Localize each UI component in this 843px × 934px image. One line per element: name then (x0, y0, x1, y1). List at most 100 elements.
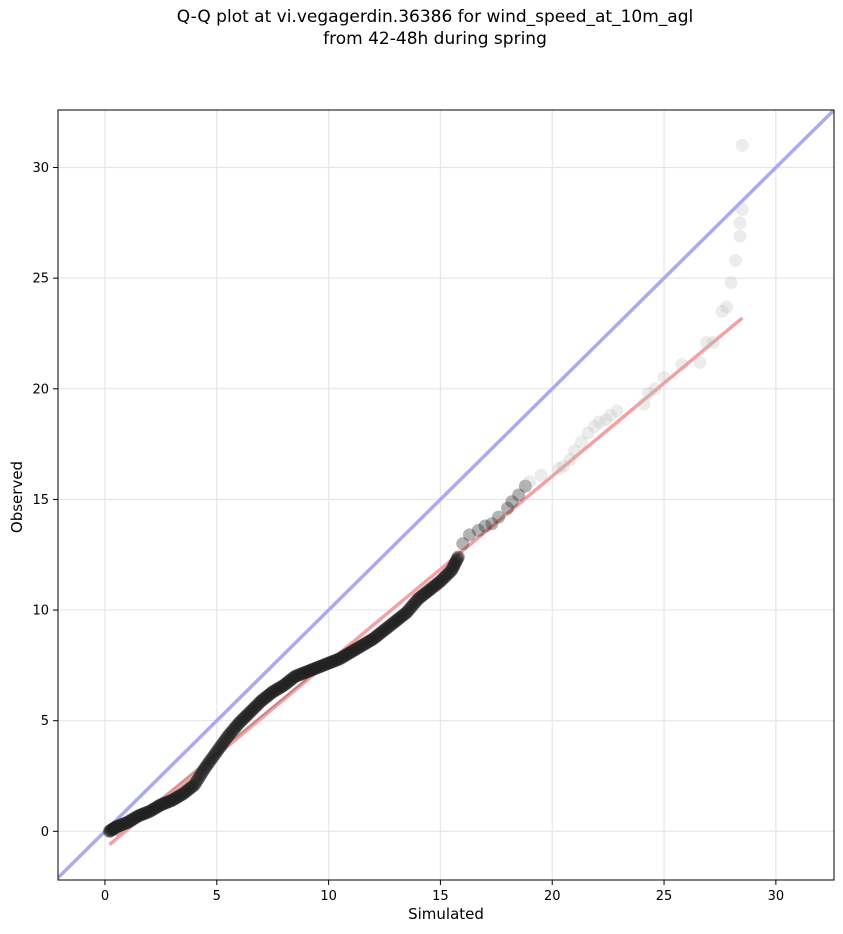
qq-point (329, 653, 343, 667)
qq-point (729, 253, 743, 267)
qq-point (196, 765, 210, 779)
qq-point (330, 653, 344, 667)
qq-point (462, 528, 476, 542)
qq-point (267, 684, 281, 698)
qq-point (169, 791, 183, 805)
qq-point (450, 552, 464, 566)
qq-point (373, 626, 387, 640)
qq-point (206, 750, 220, 764)
qq-point (415, 589, 429, 603)
qq-point (224, 726, 238, 740)
qq-point (440, 567, 454, 581)
qq-point (372, 627, 386, 641)
qq-point (248, 701, 262, 715)
qq-point (270, 682, 284, 696)
qq-point (194, 767, 208, 781)
qq-point (306, 662, 320, 676)
qq-point (154, 798, 168, 812)
qq-point (648, 382, 662, 396)
qq-point (592, 415, 606, 429)
qq-point (319, 657, 333, 671)
qq-point (211, 743, 225, 757)
qq-point (210, 745, 224, 759)
qq-point (706, 335, 720, 349)
x-tick-label: 10 (320, 889, 337, 904)
qq-point (243, 705, 257, 719)
qq-point (118, 817, 132, 831)
qq-point (391, 612, 405, 626)
qq-point (116, 817, 130, 831)
qq-point (675, 357, 689, 371)
qq-point (451, 550, 465, 564)
qq-point (354, 639, 368, 653)
x-tick-label: 5 (213, 889, 221, 904)
qq-point (137, 807, 151, 821)
qq-point (282, 674, 296, 688)
qq-point (271, 682, 285, 696)
qq-point (263, 687, 277, 701)
qq-point (375, 625, 389, 639)
qq-point (120, 815, 134, 829)
x-tick-label: 20 (544, 889, 561, 904)
qq-point (180, 783, 194, 797)
qq-point (400, 605, 414, 619)
qq-point (294, 667, 308, 681)
qq-point (715, 304, 729, 318)
qq-point (213, 741, 227, 755)
qq-point (299, 665, 313, 679)
qq-point (133, 808, 147, 822)
qq-point (419, 585, 433, 599)
x-tick-label: 15 (432, 889, 449, 904)
qq-point (338, 648, 352, 662)
identity-line (58, 110, 834, 880)
qq-point (103, 824, 117, 838)
qq-point (125, 813, 139, 827)
qq-point (424, 582, 438, 596)
qq-point (439, 569, 453, 583)
qq-point (229, 719, 243, 733)
qq-point (171, 790, 185, 804)
qq-point (393, 611, 407, 625)
qq-point (162, 794, 176, 808)
qq-point (292, 668, 306, 682)
qq-point (414, 590, 428, 604)
qq-point (278, 677, 292, 691)
qq-point (308, 662, 322, 676)
qq-point (201, 756, 215, 770)
qq-point (336, 650, 350, 664)
qq-point (200, 758, 214, 772)
qq-point (130, 810, 144, 824)
qq-point (141, 805, 155, 819)
qq-point (207, 749, 221, 763)
qq-point (435, 573, 449, 587)
qq-point (172, 789, 186, 803)
qq-point (231, 718, 245, 732)
qq-point (366, 632, 380, 646)
qq-point (471, 523, 485, 537)
qq-point (343, 646, 357, 660)
qq-point (105, 823, 119, 837)
qq-point (512, 488, 526, 502)
qq-point (700, 335, 714, 349)
qq-point (379, 622, 393, 636)
qq-point (232, 716, 246, 730)
y-axis-ticks: 0 5 10 15 20 25 30 (32, 161, 58, 840)
qq-point (450, 553, 464, 567)
qq-point (518, 479, 532, 493)
qq-point (268, 683, 282, 697)
qq-point (225, 724, 239, 738)
qq-point (289, 669, 303, 683)
qq-point (310, 661, 324, 675)
qq-point (478, 519, 492, 533)
qq-point (157, 797, 171, 811)
qq-point (302, 664, 316, 678)
qq-point (107, 822, 121, 836)
qq-point (104, 823, 118, 837)
qq-point (115, 818, 129, 832)
qq-point (186, 779, 200, 793)
qq-point (733, 216, 747, 230)
qq-point (380, 621, 394, 635)
qq-point (106, 822, 120, 836)
qq-point (173, 788, 187, 802)
qq-point (257, 692, 271, 706)
